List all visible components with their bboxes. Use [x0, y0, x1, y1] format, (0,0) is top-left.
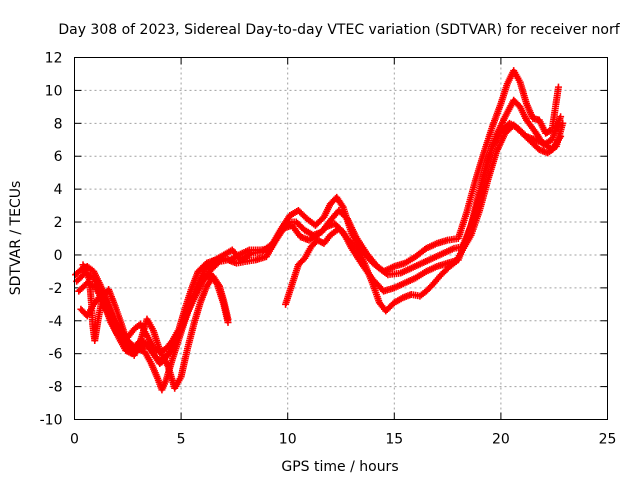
x-tick-label: 0	[70, 432, 79, 448]
y-tick-label: -10	[40, 413, 63, 429]
data-point	[559, 119, 567, 127]
y-tick-label: -8	[49, 380, 63, 396]
x-tick-label: 10	[279, 432, 297, 448]
y-tick-label: -4	[49, 314, 63, 330]
y-tick-label: 4	[54, 182, 63, 198]
x-axis-label: GPS time / hours	[281, 459, 398, 475]
plot-frame	[74, 57, 608, 420]
y-tick-label: -6	[49, 347, 63, 363]
chart-title: Day 308 of 2023, Sidereal Day-to-day VTE…	[58, 22, 620, 38]
data-series	[72, 67, 567, 394]
data-point	[214, 259, 222, 267]
data-point	[554, 83, 562, 91]
y-tick-label: 2	[54, 215, 63, 231]
data-point	[557, 113, 565, 121]
data-point	[224, 315, 232, 323]
y-tick-label: 8	[54, 116, 63, 132]
y-tick-label: 0	[54, 248, 63, 264]
series-track-6	[282, 119, 567, 315]
y-tick-label: 10	[45, 83, 63, 99]
y-tick-label: -2	[49, 281, 63, 297]
x-tick-label: 15	[385, 432, 403, 448]
y-tick-label: 6	[54, 149, 63, 165]
x-tick-label: 20	[492, 432, 510, 448]
y-tick-label: 12	[45, 51, 63, 67]
y-axis-label: SDTVAR / TECUs	[8, 181, 24, 296]
grid-lines	[74, 57, 608, 420]
series-track-5	[79, 261, 232, 392]
axis-ticks: 0 5 10 15 20 25 -10 -8 -6 -4 -2 0 2 4 6 8 10 12	[40, 51, 617, 448]
x-tick-label: 25	[599, 432, 617, 448]
x-tick-label: 5	[177, 432, 186, 448]
